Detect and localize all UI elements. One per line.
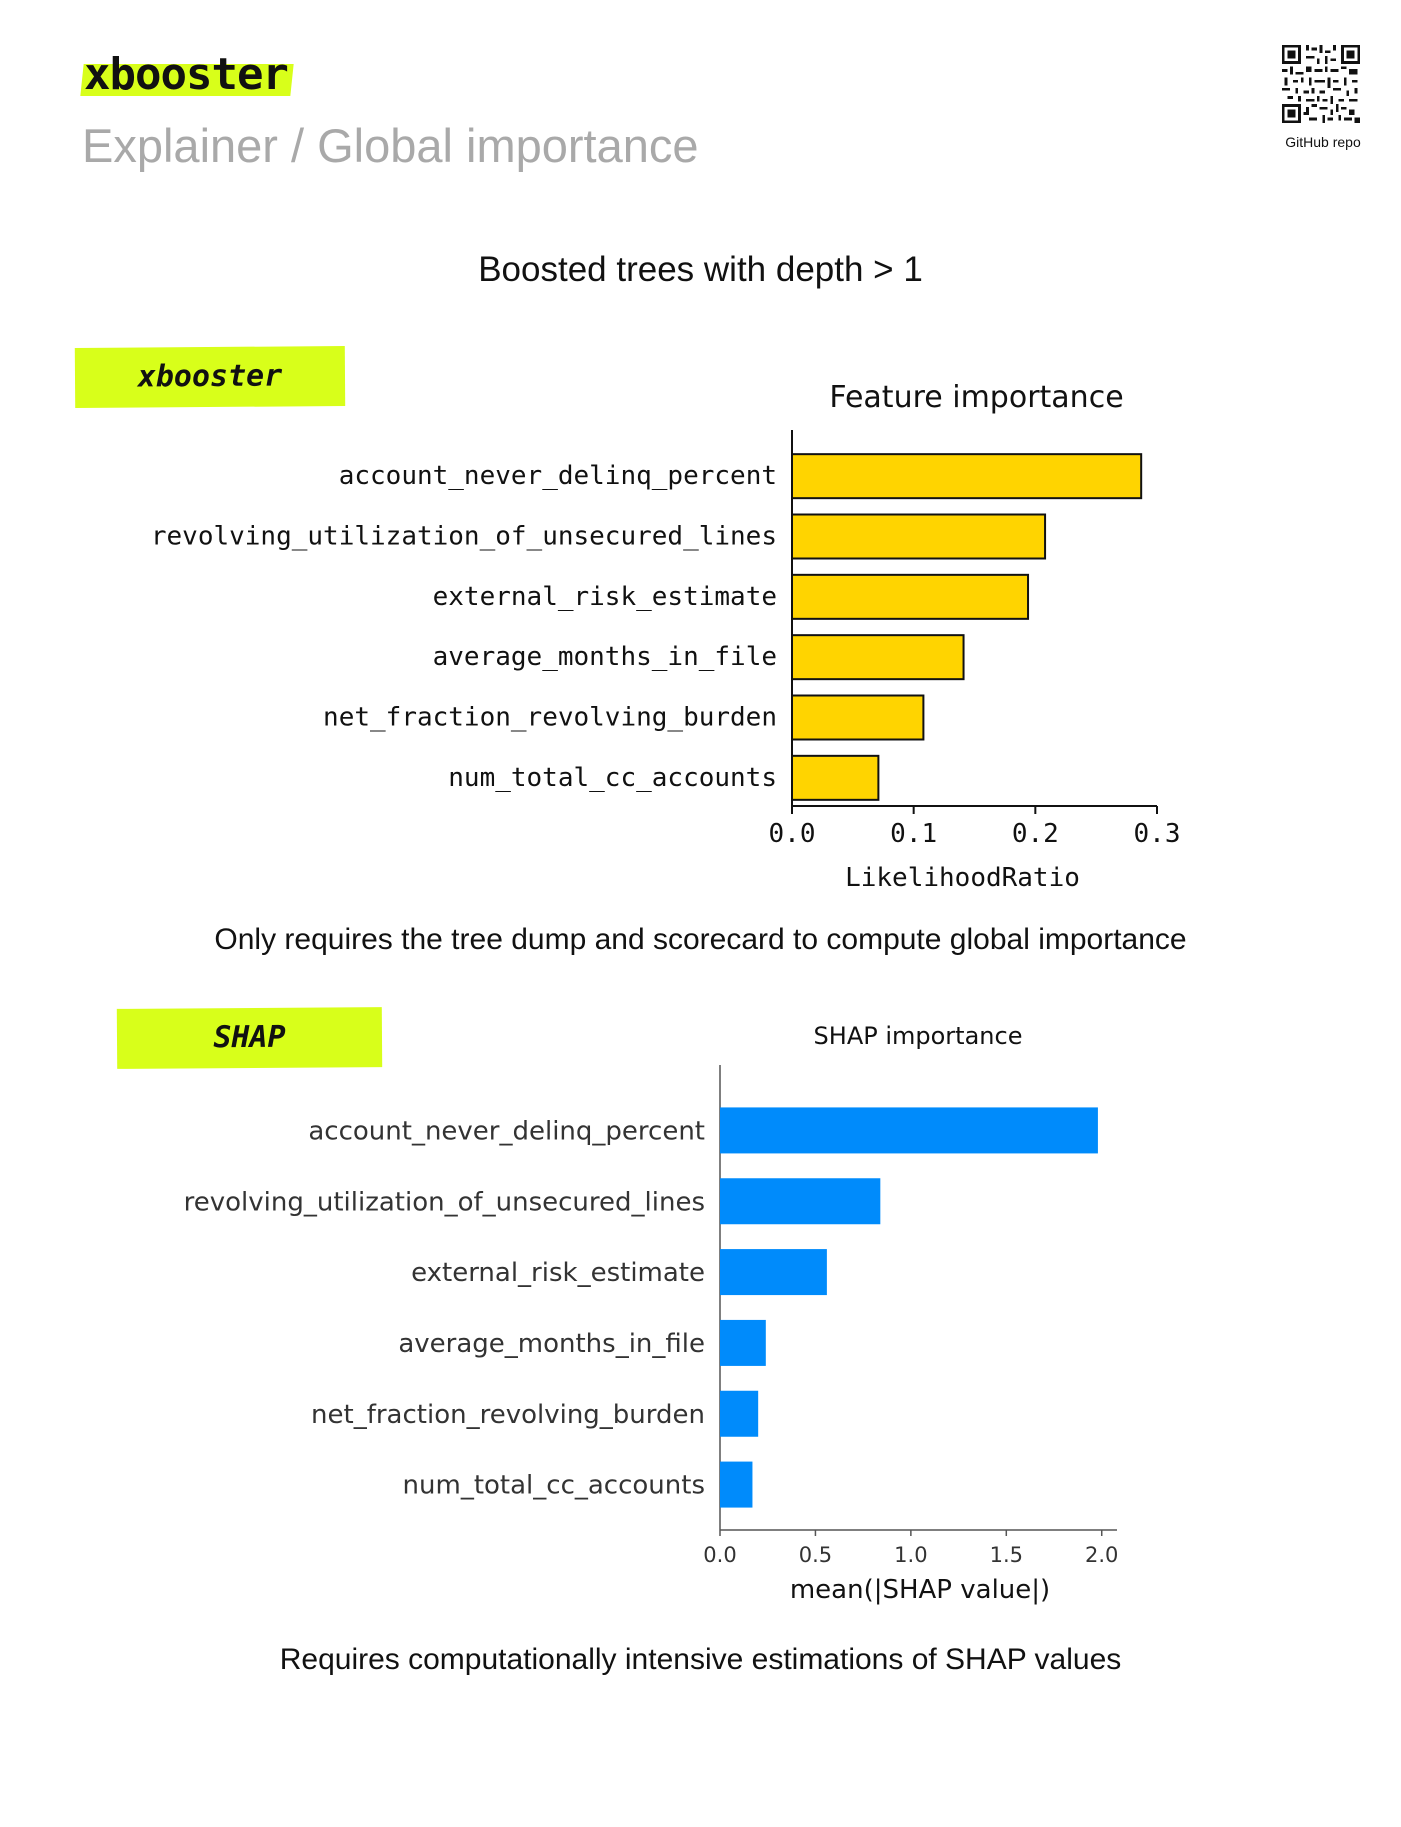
chart2-bar xyxy=(720,1178,881,1225)
chart2-category-label: average_months_in_file xyxy=(398,1329,705,1359)
chart2-bar xyxy=(720,1107,1098,1154)
chart1-bar xyxy=(791,694,925,741)
chart2-bar xyxy=(720,1249,827,1296)
chart2-bar xyxy=(720,1319,766,1366)
chart1-category-label: external_risk_estimate xyxy=(433,582,777,612)
page-subtitle: Explainer / Global importance xyxy=(82,119,699,172)
shap-importance-chart: SHAP importance account_never_delinq_perc… xyxy=(184,1022,1119,1605)
chart1-x-tick-label: 0.1 xyxy=(890,819,937,849)
qr-caption: GitHub repo xyxy=(1285,134,1361,150)
brand-text: xbooster xyxy=(84,49,289,100)
chart2-category-label: net_fraction_revolving_burden xyxy=(311,1400,705,1430)
chart2-bar xyxy=(720,1461,753,1508)
xbooster-caption: Only requires the tree dump and scorecar… xyxy=(214,923,1187,956)
chart1-x-tick-label: 0.3 xyxy=(1134,819,1181,849)
chart1-x-tick-label: 0.2 xyxy=(1012,819,1059,849)
chart2-category-label: num_total_cc_accounts xyxy=(403,1471,705,1501)
chart1-title: Feature importance xyxy=(829,380,1123,415)
chart1-category-label: account_never_delinq_percent xyxy=(339,461,777,491)
chart2-x-tick-label: 1.5 xyxy=(990,1543,1023,1567)
brand-logo: xbooster xyxy=(80,49,294,100)
chart1-bar xyxy=(791,453,1143,500)
chart1-category-label: revolving_utilization_of_unsecured_lines xyxy=(151,522,777,552)
shap-caption: Requires computationally intensive estim… xyxy=(279,1643,1122,1676)
chart1-category-label: average_months_in_file xyxy=(433,642,777,672)
chart2-category-label: account_never_delinq_percent xyxy=(308,1116,705,1146)
chart1-category-label: num_total_cc_accounts xyxy=(448,763,777,793)
feature-importance-chart: Feature importance account_never_delinq_p… xyxy=(151,380,1181,890)
chart2-x-tick-label: 1.0 xyxy=(894,1543,927,1567)
chart1-bar xyxy=(791,573,1030,620)
chart2-category-label: external_risk_estimate xyxy=(411,1258,705,1288)
chart2-x-axis-label: mean(|SHAP value|) xyxy=(790,1575,1050,1605)
chart2-x-tick-label: 2.0 xyxy=(1085,1543,1118,1567)
chart1-bar xyxy=(791,513,1047,560)
chart1-x-axis-label: LikelihoodRatio xyxy=(845,863,1080,890)
chart2-category-label: revolving_utilization_of_unsecured_lines xyxy=(184,1187,705,1217)
chart2-x-tick-label: 0.0 xyxy=(703,1543,736,1567)
chart1-bar xyxy=(791,634,965,681)
qr-code-icon[interactable] xyxy=(1282,45,1360,123)
chart1-x-tick-label: 0.0 xyxy=(769,819,816,849)
chart2-bar xyxy=(720,1390,759,1437)
section-title: Boosted trees with depth > 1 xyxy=(478,250,923,289)
chart2-title: SHAP importance xyxy=(814,1022,1023,1050)
chart1-category-label: net_fraction_revolving_burden xyxy=(323,703,777,733)
chart1-bar xyxy=(791,754,880,801)
chart2-x-tick-label: 0.5 xyxy=(799,1543,832,1567)
